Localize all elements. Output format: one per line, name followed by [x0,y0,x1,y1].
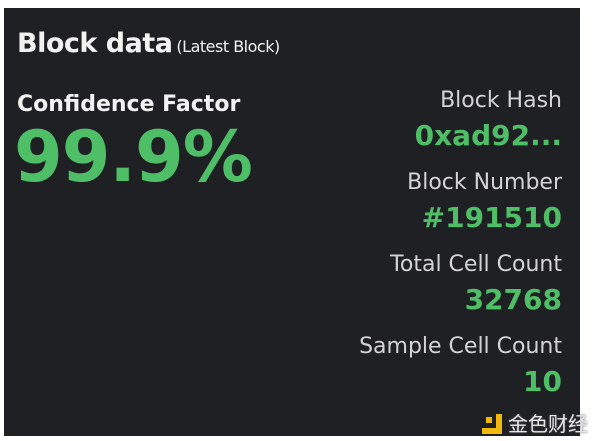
watermark-logo-icon [482,414,502,434]
watermark: 金色财经 [482,412,588,436]
stat-value: 32768 [464,283,562,316]
confidence-factor-value: 99.9% [14,116,253,198]
stat-total-cell-count: Total Cell Count 32768 [390,252,562,318]
stat-value: 10 [523,365,562,398]
stat-value: 0xad92... [414,119,562,152]
stat-sample-cell-count: Sample Cell Count 10 [359,334,562,400]
stat-label: Total Cell Count [390,252,562,277]
stat-label: Block Hash [440,88,562,113]
panel-title: Block data (Latest Block) [17,28,280,59]
stat-block-hash: Block Hash 0xad92... [415,88,562,154]
block-data-panel: Block data (Latest Block) Confidence Fact… [4,8,580,436]
stat-value: #191510 [421,201,562,234]
confidence-factor-label: Confidence Factor [17,92,241,117]
title-text: Block data [17,28,173,59]
title-subtitle: (Latest Block) [176,37,280,56]
stat-label: Sample Cell Count [359,334,562,359]
stat-label: Block Number [407,170,562,195]
watermark-text: 金色财经 [508,412,588,436]
stat-block-number: Block Number #191510 [407,170,562,236]
